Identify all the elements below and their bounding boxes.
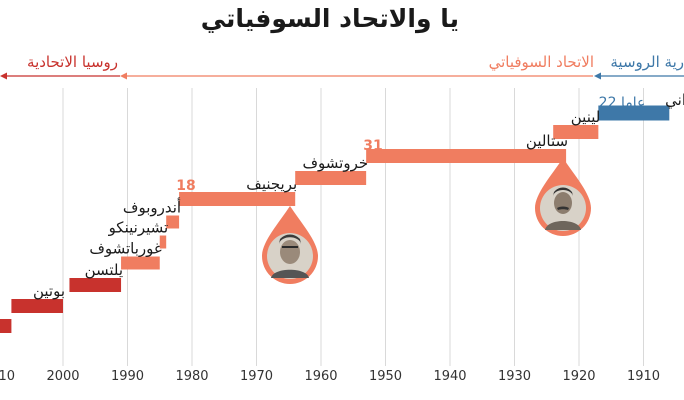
leader-label: يلتسن	[85, 261, 123, 279]
leader-label: غورباتشوف	[89, 240, 162, 258]
era-label-soviet-union: الاتحاد السوفياتي	[488, 53, 594, 71]
leader-bar	[179, 192, 296, 206]
leader-bar	[69, 278, 122, 292]
leader-label-partial: اني	[665, 91, 684, 110]
leader-bar	[598, 105, 670, 121]
x-tick-label: 1970	[240, 369, 273, 384]
era-arrow-soviet-union-head	[120, 72, 127, 80]
stalin-portrait-icon	[535, 158, 591, 236]
leader-bar	[121, 256, 160, 270]
bar-annotation: 22 عاما	[599, 95, 646, 111]
page-title: يا والاتحاد السوفياتي	[200, 4, 459, 33]
leader-bar	[366, 149, 567, 163]
leader-bars	[0, 105, 670, 333]
x-tick-label: 1950	[369, 369, 402, 384]
x-tick-label: 1960	[304, 369, 337, 384]
x-tick-label: 2000	[46, 369, 79, 384]
leader-bar	[166, 215, 180, 229]
x-tick-label: 1920	[562, 369, 595, 384]
leader-bar	[0, 319, 12, 333]
leader-bar	[295, 171, 367, 185]
leader-bar	[11, 299, 63, 313]
leader-label: تشيرنينكو	[108, 219, 169, 237]
era-arrow-russian-federation-head	[0, 72, 7, 80]
leader-label: بريجنيف	[246, 175, 297, 193]
annotations: 22 عاما 31 18	[176, 95, 645, 194]
leader-label: أندروبوف	[123, 198, 181, 217]
leader-bar	[159, 235, 167, 249]
x-axis-ticks: 2010 2000 1990 1980 1970 1960 1950 1940 1930 1920…	[0, 369, 660, 384]
era-arrows	[0, 72, 684, 80]
x-tick-label: 1990	[111, 369, 144, 384]
x-tick-label: 1930	[498, 369, 531, 384]
leader-label: خروتشوف	[302, 154, 368, 172]
era-arrow-russian-empire-head	[594, 72, 601, 80]
brezhnev-portrait-icon	[262, 206, 318, 284]
x-tick-label: 2010	[0, 369, 15, 384]
x-tick-label: 1980	[175, 369, 208, 384]
leader-bar	[553, 125, 599, 139]
leader-label: ستالين	[526, 132, 568, 150]
x-tick-label: 1940	[433, 369, 466, 384]
era-label-russian-federation: روسيا الاتحادية	[27, 53, 118, 71]
leader-label: بوتين	[33, 282, 65, 300]
x-tick-label: 1910	[627, 369, 660, 384]
bar-annotation: 31	[363, 138, 382, 154]
portraits	[262, 158, 591, 284]
era-label-russian-empire: رية الروسية	[610, 53, 684, 71]
bar-annotation: 18	[176, 178, 195, 194]
leader-label: لينين	[571, 108, 601, 126]
